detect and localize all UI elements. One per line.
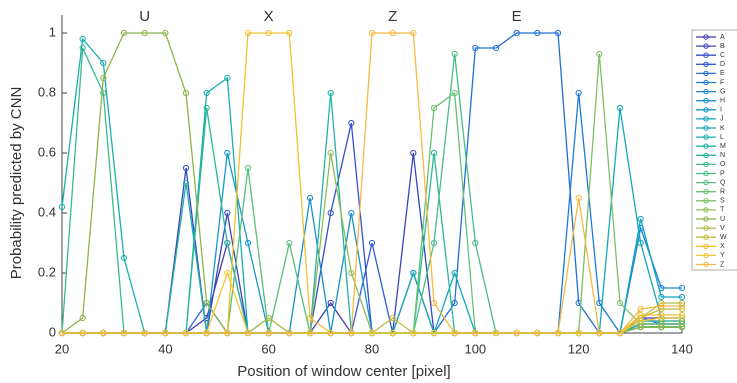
annotation: X bbox=[264, 8, 274, 25]
legend-label: I bbox=[720, 107, 722, 114]
x-tick-label: 120 bbox=[568, 341, 590, 356]
legend-label: B bbox=[720, 43, 725, 50]
legend-label: X bbox=[720, 243, 725, 250]
y-tick-label: 0.2 bbox=[38, 264, 56, 279]
series-line bbox=[62, 243, 682, 333]
series-line bbox=[62, 93, 682, 333]
legend-label: G bbox=[720, 88, 725, 95]
legend-label: N bbox=[720, 152, 725, 159]
x-tick-label: 140 bbox=[671, 341, 693, 356]
legend-label: T bbox=[720, 207, 725, 214]
x-tick-label: 20 bbox=[55, 341, 69, 356]
series-line bbox=[62, 33, 682, 333]
legend-label: A bbox=[720, 34, 725, 41]
series-line bbox=[62, 33, 682, 333]
series-line bbox=[62, 54, 682, 333]
series-line bbox=[62, 123, 682, 333]
legend-label: K bbox=[720, 125, 725, 132]
y-tick-label: 0 bbox=[49, 324, 56, 339]
legend-label: R bbox=[720, 189, 725, 196]
series-line bbox=[62, 93, 682, 333]
y-tick-label: 0.8 bbox=[38, 84, 56, 99]
legend-label: E bbox=[720, 70, 725, 77]
legend-label: Q bbox=[720, 179, 726, 186]
series-line bbox=[62, 93, 682, 333]
series-line bbox=[62, 33, 682, 333]
legend-label: O bbox=[720, 161, 726, 168]
legend-label: Y bbox=[720, 252, 725, 259]
legend-label: M bbox=[720, 143, 726, 150]
legend-label: J bbox=[720, 116, 724, 123]
legend-label: H bbox=[720, 98, 725, 105]
y-axis-label: Probability predicted by CNN bbox=[8, 87, 25, 280]
legend-label: V bbox=[720, 225, 725, 232]
x-tick-label: 60 bbox=[261, 341, 275, 356]
legend-box bbox=[692, 30, 737, 270]
legend-label: F bbox=[720, 79, 724, 86]
annotation: E bbox=[512, 8, 522, 25]
legend-label: C bbox=[720, 52, 725, 59]
x-axis-label: Position of window center [pixel] bbox=[237, 363, 450, 380]
legend-label: L bbox=[720, 134, 724, 141]
legend-label: S bbox=[720, 198, 725, 205]
legend-label: Z bbox=[720, 261, 725, 268]
y-tick-label: 1 bbox=[49, 24, 56, 39]
legend-label: P bbox=[720, 170, 725, 177]
annotation: Z bbox=[388, 8, 397, 25]
y-tick-label: 0.6 bbox=[38, 144, 56, 159]
series-line bbox=[62, 108, 682, 333]
series-line bbox=[62, 219, 682, 333]
legend-label: W bbox=[720, 234, 727, 241]
series-line bbox=[62, 108, 682, 333]
x-tick-label: 40 bbox=[158, 341, 172, 356]
x-tick-label: 80 bbox=[365, 341, 379, 356]
series-line bbox=[62, 273, 682, 333]
series-line bbox=[62, 243, 682, 333]
chart: Position of window center [pixel] Probab… bbox=[0, 0, 737, 383]
y-tick-label: 0.4 bbox=[38, 204, 56, 219]
x-tick-label: 100 bbox=[464, 341, 486, 356]
legend-label: U bbox=[720, 216, 725, 223]
annotation: U bbox=[139, 8, 150, 25]
legend-label: D bbox=[720, 61, 725, 68]
series-line bbox=[62, 33, 682, 333]
